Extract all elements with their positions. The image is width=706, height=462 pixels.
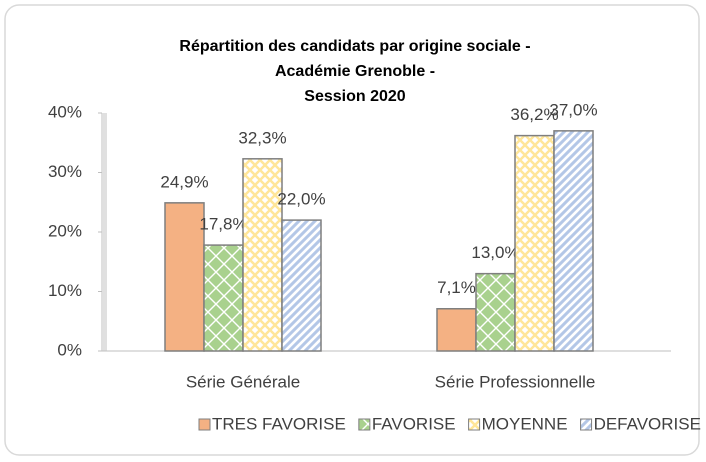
bar [514,134,555,352]
data-label: 22,0% [277,190,325,209]
legend-swatch [580,418,593,431]
y-tick-label: 0% [57,340,82,359]
y-tick-label: 40% [48,102,82,121]
bar [436,308,477,352]
legend-swatch [358,418,371,431]
data-label: 24,9% [160,172,208,191]
bar [164,202,205,352]
x-tick-label: Série Professionnelle [435,372,596,391]
legend-label: MOYENNE [482,414,568,433]
data-label: 32,3% [238,128,286,147]
legend-label: TRES FAVORISE [212,414,346,433]
bar [203,244,244,352]
legend-label: FAVORISE [372,414,456,433]
chart-title: Répartition des candidats par origine so… [179,38,530,55]
data-label: 7,1% [437,278,476,297]
legend-swatch [468,418,481,431]
data-label: 37,0% [549,100,597,119]
bar [281,219,322,352]
legend-swatch [198,418,211,431]
x-tick-label: Série Générale [186,372,300,391]
data-label: 13,0% [471,243,519,262]
y-tick-label: 30% [48,162,82,181]
legend-label: DEFAVORISE [594,414,701,433]
data-label: 17,8% [199,215,247,234]
bar [242,158,283,352]
y-tick-label: 10% [48,281,82,300]
chart-title: Académie Grenoble - [275,63,435,80]
y-tick-label: 20% [48,221,82,240]
bar [475,272,516,352]
data-label: 36,2% [510,105,558,124]
bar [553,130,594,352]
chart-title: Session 2020 [304,88,406,105]
